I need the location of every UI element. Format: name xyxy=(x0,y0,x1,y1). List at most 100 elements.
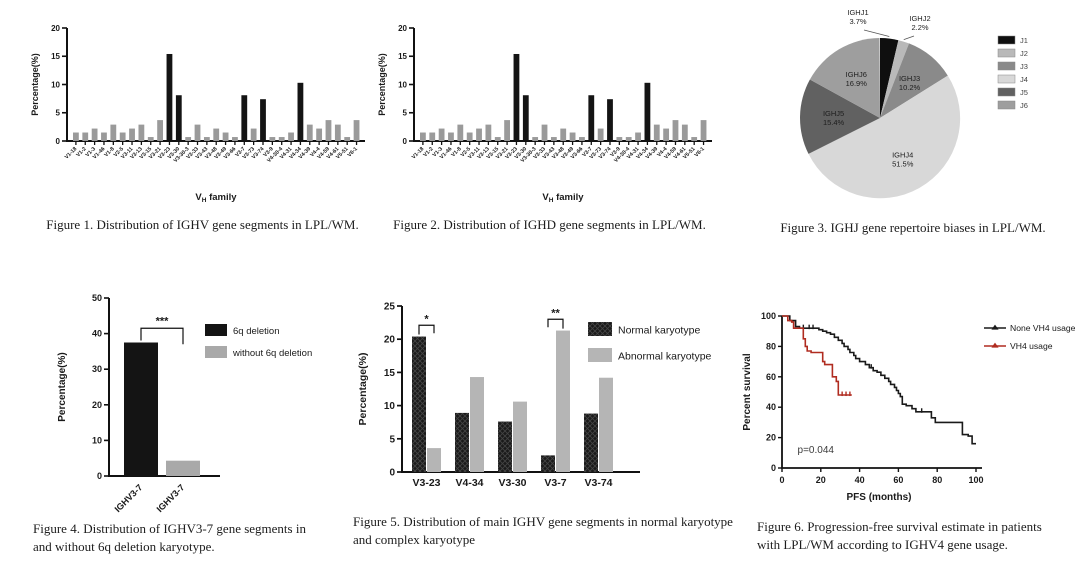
svg-text:5: 5 xyxy=(56,109,61,118)
svg-text:15.4%: 15.4% xyxy=(823,118,845,127)
km-legend: None VH4 usage VH4 usage xyxy=(984,323,1076,351)
svg-text:without 6q deletion: without 6q deletion xyxy=(232,348,312,359)
svg-text:0: 0 xyxy=(97,471,102,481)
svg-text:10: 10 xyxy=(384,401,396,412)
svg-text:Percentage(%): Percentage(%) xyxy=(57,352,68,421)
svg-text:3.7%: 3.7% xyxy=(849,17,866,26)
figure5-chart: 0 5 10 15 20 25 V3-23 V4-34 V3-30 V3-7 V3-74 * ** Nor… xyxy=(350,296,715,504)
svg-text:V3-74: V3-74 xyxy=(584,477,612,489)
figure6-chart: 0 20 40 60 80 100 0 20 40 60 80 100 p=0.044 None VH4 … xyxy=(738,302,1080,516)
svg-text:***: *** xyxy=(156,315,170,327)
pair-bar-chart-svg: 0 10 20 30 40 50 IGHV3-7 IGHV3-7 *** 6q deletion w… xyxy=(57,293,312,514)
svg-text:VH4 usage: VH4 usage xyxy=(1010,341,1053,351)
svg-text:25: 25 xyxy=(384,302,396,313)
figure4-caption-line1: Figure 4. Distribution of IGHV3-7 gene s… xyxy=(33,521,306,536)
figure5-caption-line2: and complex karyotype xyxy=(353,532,476,548)
svg-text:Percentage(%): Percentage(%) xyxy=(357,353,369,426)
svg-text:51.5%: 51.5% xyxy=(892,159,914,168)
significance-bracket xyxy=(140,327,184,345)
pie-slice-j1 xyxy=(880,38,899,118)
svg-text:5: 5 xyxy=(389,434,395,445)
svg-text:J1: J1 xyxy=(1020,36,1028,45)
svg-text:Percent survival: Percent survival xyxy=(742,353,753,430)
svg-text:J5: J5 xyxy=(1020,88,1028,97)
svg-text:5: 5 xyxy=(403,109,408,118)
svg-text:15: 15 xyxy=(398,52,407,61)
svg-text:15: 15 xyxy=(384,368,396,379)
svg-text:PFS (months): PFS (months) xyxy=(847,492,912,503)
svg-text:IGHV3-7: IGHV3-7 xyxy=(155,482,187,514)
figure2-caption: Figure 2. Distribution of IGHD gene segm… xyxy=(393,217,706,232)
svg-text:V6-1: V6-1 xyxy=(694,146,706,158)
svg-text:60: 60 xyxy=(893,475,903,485)
figure6-caption-line2: with LPL/WM according to IGHV4 gene usag… xyxy=(757,537,1008,553)
svg-text:10: 10 xyxy=(51,80,60,89)
figure4-caption: Figure 4. Distribution of IGHV3-7 gene s… xyxy=(33,520,338,556)
figure1-caption: Figure 1. Distribution of IGHV gene segm… xyxy=(46,217,359,232)
figure4-caption-line2: and without 6q deletion karyotype. xyxy=(33,539,215,555)
axes xyxy=(413,28,712,142)
figure1-chart: 0 5 10 15 20 V1-18 V1-2 V1-3 V1-46 V1-8 V2-5 V3-11 V… xyxy=(25,18,380,214)
bars xyxy=(420,53,707,141)
svg-text:2.2%: 2.2% xyxy=(911,23,928,32)
svg-text:IGHV3-7: IGHV3-7 xyxy=(113,482,145,514)
pie-slice-j2 xyxy=(880,40,909,119)
axes xyxy=(66,28,365,142)
svg-text:Percentage(%): Percentage(%) xyxy=(30,53,40,116)
svg-text:80: 80 xyxy=(932,475,942,485)
svg-text:40: 40 xyxy=(766,402,776,412)
svg-text:VH family: VH family xyxy=(195,192,237,204)
svg-text:J6: J6 xyxy=(1020,101,1028,110)
figure6-caption-line1: Figure 6. Progression-free survival esti… xyxy=(757,519,1042,534)
svg-text:20: 20 xyxy=(92,400,102,410)
svg-text:VH family: VH family xyxy=(542,192,584,204)
curve-none-vh4-usage xyxy=(782,315,976,445)
bar-legend: 6q deletion without 6q deletion xyxy=(205,324,312,359)
svg-text:None VH4 usage: None VH4 usage xyxy=(1010,323,1076,333)
pie-slice-j4 xyxy=(808,75,961,199)
svg-text:V3-23: V3-23 xyxy=(412,477,440,489)
svg-text:V6-1: V6-1 xyxy=(347,146,359,158)
curve-vh4-usage xyxy=(782,315,852,396)
svg-text:J4: J4 xyxy=(1020,75,1028,84)
figure3-chart: IGHJ1 3.7% IGHJ2 2.2% IGHJ3 10.2% IGHJ4 51.5% IG… xyxy=(752,0,1077,214)
svg-text:50: 50 xyxy=(92,293,102,303)
svg-text:20: 20 xyxy=(398,24,407,33)
svg-text:16.9%: 16.9% xyxy=(846,79,868,88)
svg-text:**: ** xyxy=(551,307,560,319)
pie-slice-j3 xyxy=(880,43,948,118)
svg-text:100: 100 xyxy=(968,475,983,485)
survival-chart-svg: 0 20 40 60 80 100 0 20 40 60 80 100 p=0.044 None VH4 … xyxy=(742,311,1076,503)
svg-text:10: 10 xyxy=(92,435,102,445)
bars xyxy=(73,53,360,141)
pie-legend: J1 J2 J3 J4 J5 J6 xyxy=(997,35,1028,110)
svg-text:IGHJ4: IGHJ4 xyxy=(892,150,913,159)
svg-text:20: 20 xyxy=(816,475,826,485)
svg-text:20: 20 xyxy=(766,433,776,443)
svg-text:IGHJ2: IGHJ2 xyxy=(909,14,930,23)
svg-text:0: 0 xyxy=(389,468,395,479)
svg-text:0: 0 xyxy=(403,137,408,146)
figure3-caption: Figure 3. IGHJ gene repertoire biases in… xyxy=(780,220,1046,235)
svg-text:Percentage(%): Percentage(%) xyxy=(377,53,387,116)
svg-text:*: * xyxy=(424,313,429,325)
svg-text:20: 20 xyxy=(51,24,60,33)
svg-text:0: 0 xyxy=(56,137,61,146)
figure2-bar-chart-svg: 05101520V1-18V1-2V1-3V1-46V1-8V2-5V3-11V… xyxy=(377,24,712,204)
figure5-caption: Figure 5. Distribution of main IGHV gene… xyxy=(353,513,738,549)
svg-text:IGHJ6: IGHJ6 xyxy=(846,70,867,79)
svg-text:80: 80 xyxy=(766,341,776,351)
svg-text:V3-30: V3-30 xyxy=(498,477,526,489)
svg-text:J2: J2 xyxy=(1020,49,1028,58)
svg-text:30: 30 xyxy=(92,364,102,374)
svg-text:IGHJ5: IGHJ5 xyxy=(823,109,844,118)
karyotype-legend: Normal karyotype Abnormal karyotype xyxy=(588,322,712,363)
significance-bracket xyxy=(547,318,564,329)
svg-text:Abnormal karyotype: Abnormal karyotype xyxy=(618,351,712,363)
figure1-bar-chart-svg: 05101520V1-18V1-2V1-3V1-46V1-8V2-5V3-11V… xyxy=(30,24,365,204)
figure2-chart: 0 5 10 15 20 V1-18 V1-2 V1-3 V1-46 V1-8 V2-5 V3-11 V… xyxy=(372,18,727,214)
svg-text:10: 10 xyxy=(398,80,407,89)
svg-text:40: 40 xyxy=(855,475,865,485)
svg-text:100: 100 xyxy=(761,311,776,321)
